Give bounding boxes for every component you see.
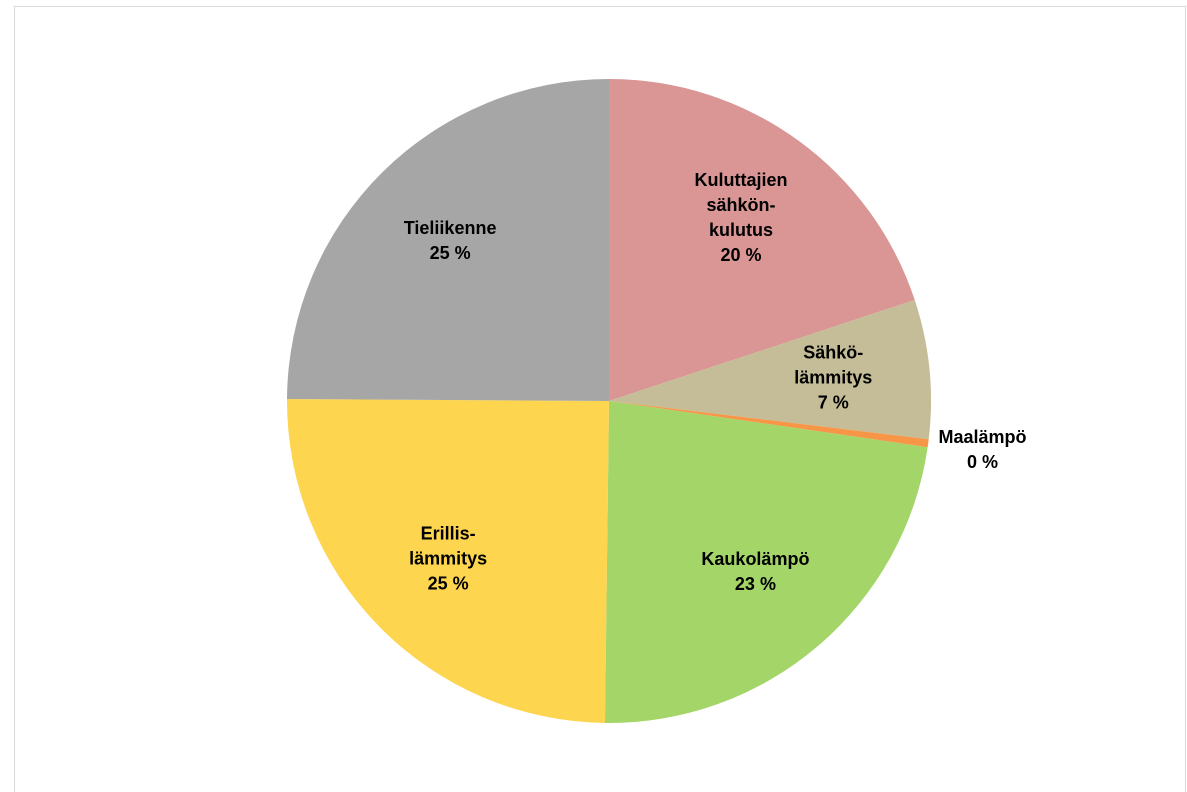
pie-slice (609, 79, 915, 401)
value-label: 20 % (720, 245, 762, 266)
slice-label: Tieliikenne 25 % (404, 216, 497, 266)
value-label: 23 % (734, 574, 776, 595)
category-label: Kaukolämpö (701, 549, 810, 570)
pie-slice (604, 401, 928, 724)
category-label: Maalämpö (938, 427, 1027, 448)
slice-label: Erillis- lämmitys 25 % (409, 521, 487, 596)
pie-slice (609, 401, 929, 448)
slice-label: Kaukolämpö 23 % (701, 547, 809, 597)
slice-label: Maalämpö 0 % (938, 425, 1026, 475)
category-label: Tieliikenne (403, 218, 497, 239)
value-label: 0 % (966, 452, 998, 473)
slice-label: Sähkö- lämmitys 7 % (794, 341, 872, 416)
pie-slice (287, 398, 609, 723)
chart-frame (14, 6, 1186, 792)
value-label: 7 % (817, 392, 849, 413)
pie-slice (287, 79, 609, 401)
pie-slice (609, 299, 931, 440)
category-label: Sähkö- lämmitys (794, 342, 873, 388)
value-label: 25 % (429, 243, 471, 264)
category-label: Kuluttajien sähkön- kulutus (694, 170, 788, 241)
category-label: Erillis- lämmitys (409, 523, 488, 569)
slice-label: Kuluttajien sähkön- kulutus 20 % (695, 168, 788, 268)
value-label: 25 % (427, 573, 469, 594)
